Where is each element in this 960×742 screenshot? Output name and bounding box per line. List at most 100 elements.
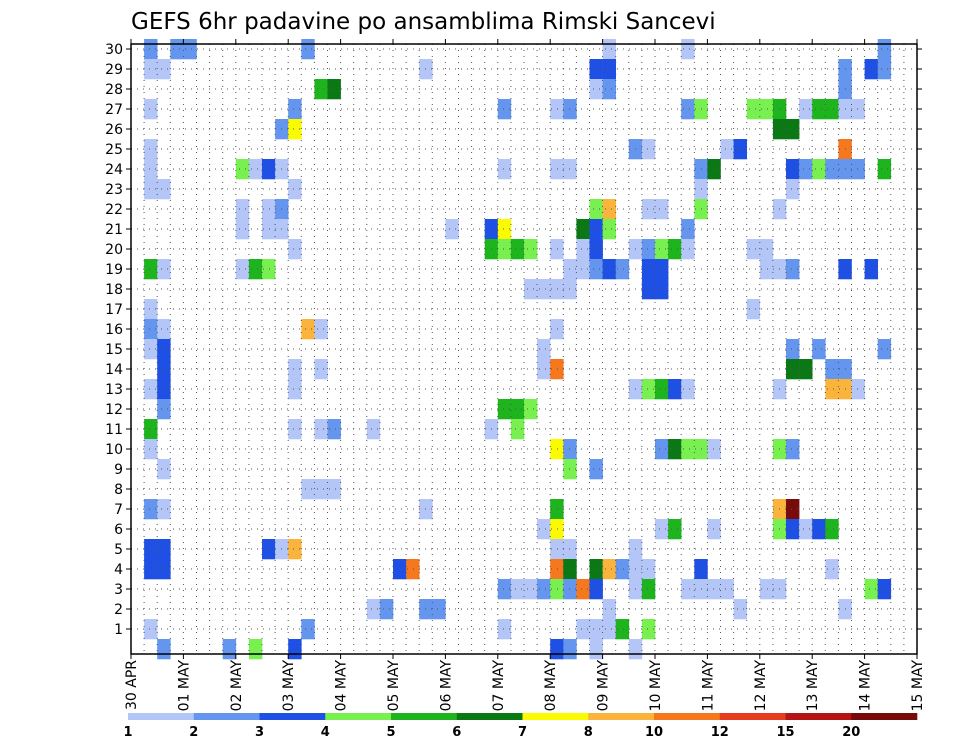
heatmap-cell	[746, 299, 761, 320]
heatmap-cell	[641, 239, 656, 260]
heatmap-cell	[144, 499, 158, 520]
heatmap-cell	[144, 59, 158, 80]
heatmap-cell	[497, 99, 512, 120]
heatmap-cell	[668, 239, 682, 260]
heatmap-cell	[602, 259, 616, 280]
x-tick-label: 05 MAY	[386, 660, 402, 712]
heatmap-cell	[655, 279, 669, 300]
legend-label: 10	[645, 725, 663, 740]
legend-label: 4	[321, 725, 330, 740]
x-tick-label: 03 MAY	[281, 660, 297, 712]
legend-swatch	[325, 713, 392, 720]
heatmap-cell	[144, 179, 158, 200]
legend-swatch	[391, 713, 458, 720]
heatmap-cell	[681, 439, 695, 460]
heatmap-cell	[681, 99, 695, 120]
y-tick-label: 28	[105, 82, 123, 98]
x-axis: 30 APR 01 MAY 02 MAY 03 MAY 04 MAY 05 MAY 06 M…	[124, 39, 926, 711]
heatmap-cell	[510, 419, 525, 440]
y-tick-label: 10	[105, 442, 123, 458]
y-tick-label: 4	[114, 562, 123, 578]
y-tick-label: 24	[105, 162, 123, 178]
heatmap-cell	[576, 259, 590, 280]
heatmap-cell	[550, 359, 564, 380]
heatmap-cell	[157, 339, 171, 360]
legend-label: 8	[584, 725, 593, 740]
heatmap-cell	[746, 99, 761, 120]
heatmap-cell	[707, 579, 721, 600]
heatmap-cell	[589, 559, 603, 580]
heatmap-cell	[655, 519, 669, 540]
heatmap-cell	[314, 79, 328, 100]
heatmap-cell	[157, 539, 171, 560]
heatmap-cell	[510, 239, 525, 260]
heatmap-cell	[641, 199, 656, 220]
heatmap-cell	[550, 439, 564, 460]
y-tick-label: 1	[114, 622, 123, 638]
heatmap-cell	[851, 379, 865, 400]
heatmap-cell	[825, 359, 839, 380]
legend-label: 12	[711, 725, 729, 740]
heatmap-cell	[157, 259, 171, 280]
y-tick-label: 2	[114, 602, 123, 618]
legend-label: 20	[842, 725, 860, 740]
y-tick-label: 20	[105, 242, 123, 258]
legend-label: 15	[776, 725, 794, 740]
heatmap-cell	[157, 379, 171, 400]
heatmap-cell	[812, 339, 826, 360]
legend-label: 1	[123, 725, 132, 740]
heatmap-cell	[144, 419, 158, 440]
heatmap-cell	[864, 579, 878, 600]
legend-label: 5	[386, 725, 395, 740]
heatmap-cell	[235, 199, 250, 220]
heatmap-cell	[641, 139, 656, 160]
x-tick-label: 08 MAY	[543, 660, 559, 712]
heatmap-cell	[602, 559, 616, 580]
y-tick-label: 18	[105, 282, 123, 298]
heatmap-cell	[786, 259, 800, 280]
y-tick-label: 12	[105, 402, 123, 418]
y-tick-label: 13	[105, 382, 123, 398]
heatmap-cell	[825, 99, 839, 120]
heatmap-cell	[812, 99, 826, 120]
heatmap-cell	[157, 319, 171, 340]
heatmap-cell	[497, 399, 512, 420]
heatmap-cell	[157, 639, 171, 660]
heatmap-cell	[576, 219, 590, 240]
heatmap-cell	[288, 179, 302, 200]
heatmap-cell	[497, 219, 512, 240]
heatmap-cell	[144, 99, 158, 120]
heatmap-cell	[301, 619, 315, 640]
heatmap-cell	[262, 199, 276, 220]
heatmap-cell	[510, 579, 525, 600]
y-tick-label: 25	[105, 142, 123, 158]
heatmap-cell	[157, 559, 171, 580]
y-tick-label: 9	[114, 462, 123, 478]
heatmap-cell	[812, 159, 826, 180]
y-tick-label: 27	[105, 102, 123, 118]
legend-swatch	[785, 713, 852, 720]
heatmap-cell	[157, 499, 171, 520]
heatmap-cell	[144, 339, 158, 360]
legend-label: 6	[452, 725, 461, 740]
heatmap-cell	[877, 59, 892, 80]
legend-swatch	[654, 713, 721, 720]
heatmap-cell	[759, 579, 774, 600]
x-tick-label: 09 MAY	[596, 660, 612, 712]
heatmap-cell	[288, 99, 302, 120]
heatmap-cell	[720, 579, 734, 600]
y-tick-label: 23	[105, 182, 123, 198]
heatmap-cell	[144, 139, 158, 160]
heatmap-cell	[144, 619, 158, 640]
heatmap-cell	[589, 199, 603, 220]
heatmap-cell	[615, 259, 630, 280]
heatmap-cell	[550, 639, 564, 660]
heatmap-cell	[537, 279, 551, 300]
heatmap-cell	[157, 359, 171, 380]
heatmap-cell	[825, 519, 839, 540]
heatmap-cell	[759, 239, 774, 260]
heatmap-cell	[314, 419, 328, 440]
heatmap-cell	[602, 79, 616, 100]
heatmap-cell	[248, 639, 263, 660]
legend-swatch	[851, 713, 918, 720]
